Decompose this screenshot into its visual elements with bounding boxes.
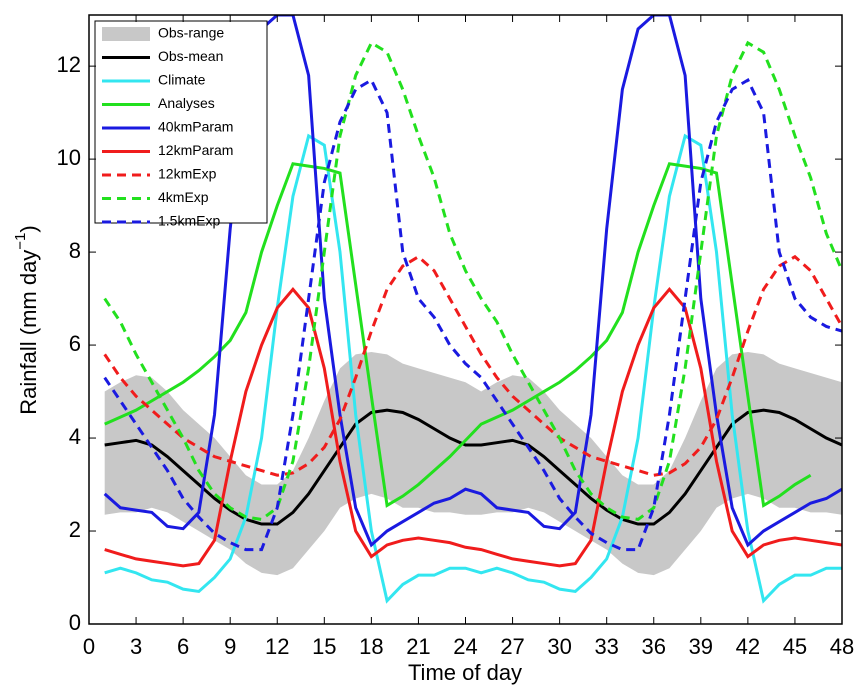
legend-label: 12kmParam bbox=[158, 142, 233, 158]
y-tick-label: 6 bbox=[69, 331, 81, 356]
legend-label: Obs-mean bbox=[158, 48, 223, 64]
series-line bbox=[104, 408, 842, 526]
y-label-text: Rainfall (mm day bbox=[16, 250, 41, 415]
y-tick-label: 0 bbox=[69, 610, 81, 635]
x-tick-label: 0 bbox=[83, 634, 95, 659]
series-line bbox=[104, 133, 842, 604]
y-tick-label: 4 bbox=[69, 424, 81, 449]
legend-swatch bbox=[102, 27, 150, 41]
legend-label: Obs-range bbox=[158, 25, 224, 41]
x-tick-label: 18 bbox=[359, 634, 383, 659]
y-label-suffix: ) bbox=[16, 225, 41, 232]
y-label-superscript: −1 bbox=[12, 233, 29, 250]
y-tick-label: 12 bbox=[57, 52, 81, 77]
series-line bbox=[103, 77, 842, 552]
x-tick-label: 12 bbox=[265, 634, 289, 659]
y-tick-label: 2 bbox=[69, 517, 81, 542]
x-tick-label: 30 bbox=[547, 634, 571, 659]
legend-label: 4kmExp bbox=[158, 189, 209, 205]
legend-label: 1.5kmExp bbox=[158, 213, 220, 229]
series-line bbox=[103, 254, 842, 477]
x-tick-label: 33 bbox=[594, 634, 618, 659]
x-tick-label: 21 bbox=[406, 634, 430, 659]
series-line bbox=[103, 15, 842, 548]
series-line bbox=[103, 40, 842, 521]
x-tick-label: 15 bbox=[312, 634, 336, 659]
x-tick-label: 6 bbox=[177, 634, 189, 659]
x-tick-label: 24 bbox=[453, 634, 477, 659]
legend-label: Analyses bbox=[158, 95, 215, 111]
x-tick-label: 48 bbox=[830, 634, 854, 659]
y-axis-label: Rainfall (mm day−1) bbox=[12, 225, 41, 414]
x-tick-label: 36 bbox=[642, 634, 666, 659]
x-tick-label: 45 bbox=[783, 634, 807, 659]
x-tick-label: 27 bbox=[500, 634, 524, 659]
series-line bbox=[104, 286, 842, 568]
legend-label: 40kmParam bbox=[158, 119, 233, 135]
y-tick-label: 10 bbox=[57, 145, 81, 170]
x-tick-label: 9 bbox=[224, 634, 236, 659]
x-tick-label: 3 bbox=[130, 634, 142, 659]
y-tick-label: 8 bbox=[69, 238, 81, 263]
legend-box bbox=[94, 20, 268, 224]
x-tick-label: 42 bbox=[736, 634, 760, 659]
legend-label: 12kmExp bbox=[158, 166, 217, 182]
legend-label: Climate bbox=[158, 72, 206, 88]
x-tick-label: 39 bbox=[689, 634, 713, 659]
x-axis-label: Time of day bbox=[408, 660, 522, 685]
